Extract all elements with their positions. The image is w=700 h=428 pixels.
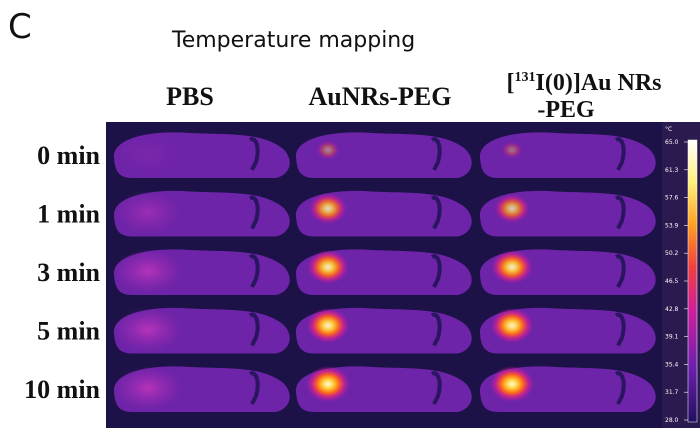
header-part: [ <box>507 70 515 96</box>
heat-spot <box>501 142 522 159</box>
heat-spot <box>316 141 340 160</box>
heat-spot <box>309 193 347 224</box>
heat-glow <box>114 366 182 410</box>
colorbar-tick-label: 50.2 <box>665 250 679 257</box>
colorbar-tick-label: 39.1 <box>665 334 679 341</box>
heat-spot <box>307 308 350 343</box>
colorbar-tick-label: 46.5 <box>665 278 679 285</box>
header-superscript: 131 <box>515 70 536 85</box>
mouse-thermal-image <box>296 191 472 237</box>
heat-spot <box>490 366 534 402</box>
colorbar-tick-label: 65.0 <box>665 139 679 146</box>
panel-label: C <box>8 7 32 47</box>
mouse-thermal-image <box>296 308 472 354</box>
column-header: [131I(0)]Au NRs <box>507 70 662 96</box>
mouse-thermal-image <box>480 308 656 354</box>
column-header: -PEG <box>537 97 595 123</box>
heat-spot <box>494 194 530 223</box>
colorbar-tick-label: 57.6 <box>665 195 679 202</box>
heat-spot <box>491 308 534 343</box>
colorbar-tick-label: 53.9 <box>665 222 679 229</box>
row-label: 5 min <box>37 317 100 346</box>
row-label: 3 min <box>37 258 100 287</box>
mouse-thermal-image <box>480 191 656 237</box>
heat-spot <box>307 250 349 284</box>
mouse-thermal-image <box>296 132 472 178</box>
colorbar-tick-label: 61.3 <box>665 167 679 174</box>
colorbar-tick-label: 31.7 <box>665 389 679 396</box>
colorbar <box>688 140 697 422</box>
row-label: 10 min <box>24 375 100 404</box>
mouse-thermal-image <box>296 249 472 295</box>
heat-spot <box>491 250 533 284</box>
colorbar-tick-label: 28.0 <box>665 417 679 424</box>
colorbar-tick-label: 42.8 <box>665 306 679 313</box>
colorbar-unit: °C <box>665 126 672 133</box>
mouse-thermal-image <box>480 249 656 295</box>
row-label: 0 min <box>37 141 100 170</box>
heat-spot <box>306 366 350 402</box>
column-header: PBS <box>166 82 214 111</box>
figure-title: Temperature mapping <box>171 28 415 53</box>
heat-glow <box>114 308 182 352</box>
heat-glow <box>114 132 182 176</box>
header-part: I(0)]Au NRs <box>536 70 662 96</box>
mouse-thermal-image <box>480 132 656 178</box>
row-label: 1 min <box>37 200 100 229</box>
figure-panel: C Temperature mapping PBS AuNRs-PEG [131… <box>0 0 700 428</box>
heat-glow <box>114 191 182 235</box>
column-header: AuNRs-PEG <box>308 82 451 111</box>
heat-glow <box>114 249 182 293</box>
colorbar-tick-label: 35.4 <box>665 361 679 368</box>
